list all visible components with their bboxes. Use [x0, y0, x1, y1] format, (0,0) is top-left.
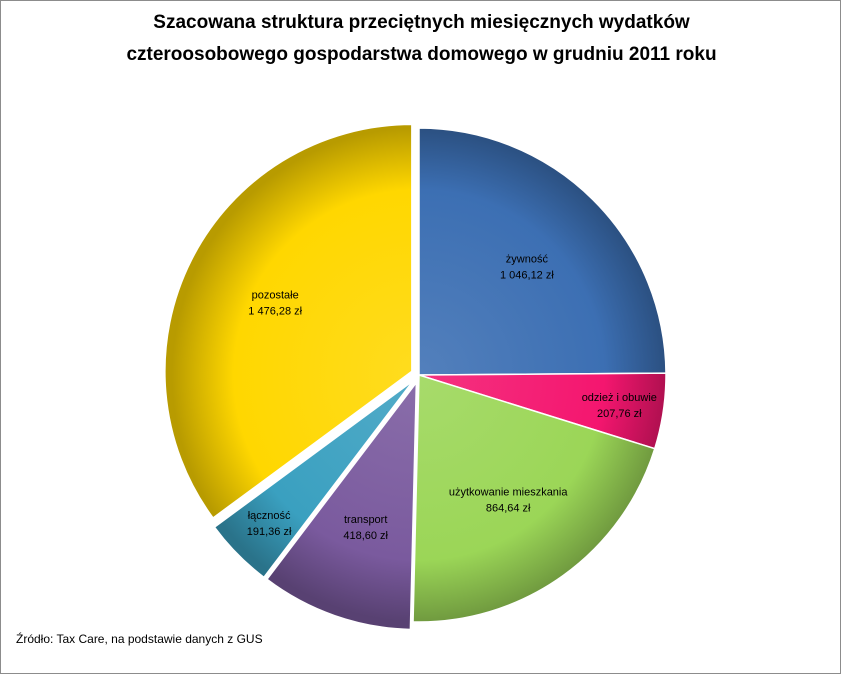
pie-slice-3 [412, 373, 656, 623]
pie-slice-6 [164, 123, 413, 519]
slice-name-label: pozostałe [252, 289, 299, 301]
slice-name-label: transport [344, 514, 387, 526]
slice-value-label: 864,64 zł [486, 503, 531, 515]
slice-name-label: użytkowanie mieszkania [449, 487, 568, 499]
slice-name-label: odzież i obuwie [582, 392, 657, 404]
pie-slice-4 [265, 380, 418, 631]
chart-title-line-2: czteroosobowego gospodarstwa domowego w … [126, 44, 717, 65]
slice-name-label: łączność [248, 510, 291, 522]
slice-value-label: 207,76 zł [597, 408, 642, 420]
slice-value-label: 1 046,12 zł [500, 269, 554, 281]
slice-value-label: 418,60 zł [343, 530, 388, 542]
slice-name-label: żywność [506, 253, 549, 265]
pie-slice-5 [213, 380, 414, 579]
chart-title-line-1: Szacowana struktura przeciętnych miesięc… [153, 12, 690, 33]
pie-slice-1 [418, 127, 667, 376]
chart-title: Szacowana struktura przeciętnych miesięc… [1, 7, 841, 71]
slice-value-label: 1 476,28 zł [248, 305, 302, 317]
source-note: Źródło: Tax Care, na podstawie danych z … [16, 632, 263, 646]
slice-value-label: 191,36 zł [247, 526, 292, 538]
